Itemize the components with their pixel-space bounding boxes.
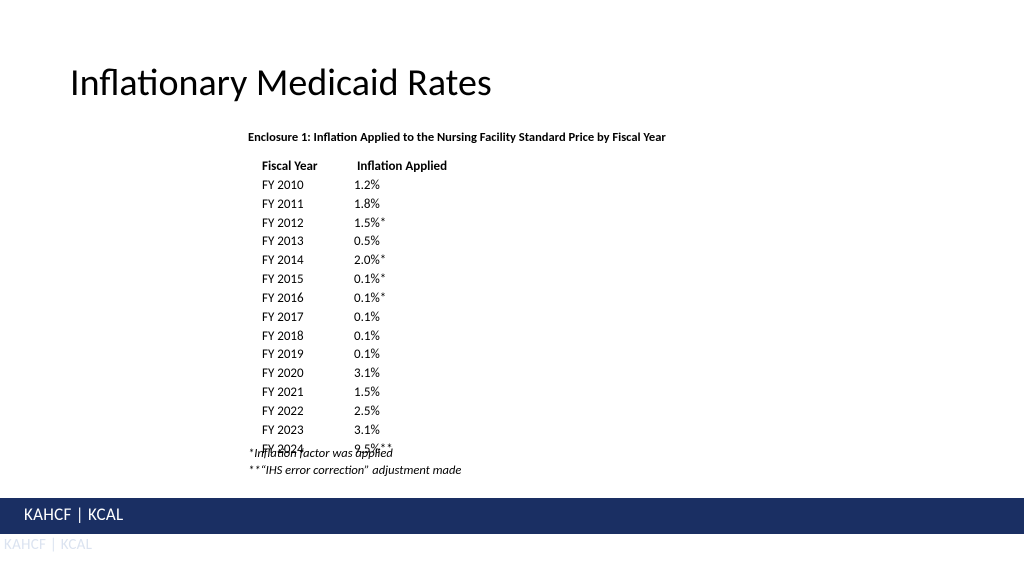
cell-fiscal-year: FY 2022 [262, 403, 354, 422]
cell-fiscal-year: FY 2016 [262, 290, 354, 309]
cell-fiscal-year: FY 2013 [262, 233, 354, 252]
cell-fiscal-year: FY 2015 [262, 271, 354, 290]
cell-fiscal-year: FY 2011 [262, 196, 354, 215]
table-header-inflation: Inflation Applied [357, 158, 447, 177]
cell-inflation-rate: 0.1% [354, 309, 380, 328]
cell-inflation-rate: 1.8% [354, 196, 380, 215]
cell-fiscal-year: FY 2023 [262, 422, 354, 441]
table-row: FY 20203.1% [262, 365, 447, 384]
cell-fiscal-year: FY 2014 [262, 252, 354, 271]
table-row: FY 20130.5% [262, 233, 447, 252]
footer-band-text: KAHCF | KCAL [24, 504, 123, 525]
table-row: FY 20190.1% [262, 346, 447, 365]
table-row: FY 20142.0%* [262, 252, 447, 271]
table-row: FY 20111.8% [262, 196, 447, 215]
cell-inflation-rate: 3.1% [354, 422, 380, 441]
table-row: FY 20222.5% [262, 403, 447, 422]
table-row: FY 20211.5% [262, 384, 447, 403]
cell-inflation-rate: 0.1% [354, 328, 380, 347]
cell-inflation-rate: 0.1% [354, 346, 380, 365]
cell-inflation-rate: 2.0%* [354, 252, 386, 271]
inflation-table: Fiscal Year Inflation Applied FY 20101.2… [262, 158, 447, 460]
footnote-2: **“IHS error correction” adjustment made [248, 463, 461, 480]
table-header-fiscal-year: Fiscal Year [262, 158, 354, 177]
cell-inflation-rate: 2.5% [354, 403, 380, 422]
cell-inflation-rate: 1.5% [354, 384, 380, 403]
footnotes: *Inflation factor was applied **“IHS err… [248, 446, 461, 480]
table-row: FY 20160.1%* [262, 290, 447, 309]
cell-inflation-rate: 0.5% [354, 233, 380, 252]
cell-inflation-rate: 1.5%* [354, 215, 386, 234]
cell-inflation-rate: 0.1%* [354, 271, 386, 290]
footer-ghost-text: KAHCF | KCAL [0, 536, 92, 554]
cell-inflation-rate: 3.1% [354, 365, 380, 384]
table-header-row: Fiscal Year Inflation Applied [262, 158, 447, 177]
table-row: FY 20121.5%* [262, 215, 447, 234]
cell-inflation-rate: 1.2% [354, 177, 380, 196]
cell-fiscal-year: FY 2019 [262, 346, 354, 365]
table-row: FY 20233.1% [262, 422, 447, 441]
footer-band: KAHCF | KCAL [0, 498, 1024, 534]
cell-fiscal-year: FY 2018 [262, 328, 354, 347]
cell-inflation-rate: 0.1%* [354, 290, 386, 309]
cell-fiscal-year: FY 2010 [262, 177, 354, 196]
cell-fiscal-year: FY 2017 [262, 309, 354, 328]
table-row: FY 20170.1% [262, 309, 447, 328]
table-row: FY 20101.2% [262, 177, 447, 196]
slide-title: Inflationary Medicaid Rates [70, 60, 492, 106]
footnote-1: *Inflation factor was applied [248, 446, 461, 463]
slide: Inflationary Medicaid Rates Enclosure 1:… [0, 0, 1024, 576]
cell-fiscal-year: FY 2020 [262, 365, 354, 384]
cell-fiscal-year: FY 2012 [262, 215, 354, 234]
cell-fiscal-year: FY 2021 [262, 384, 354, 403]
table-row: FY 20150.1%* [262, 271, 447, 290]
table-row: FY 20180.1% [262, 328, 447, 347]
enclosure-subtitle: Enclosure 1: Inflation Applied to the Nu… [248, 130, 666, 145]
